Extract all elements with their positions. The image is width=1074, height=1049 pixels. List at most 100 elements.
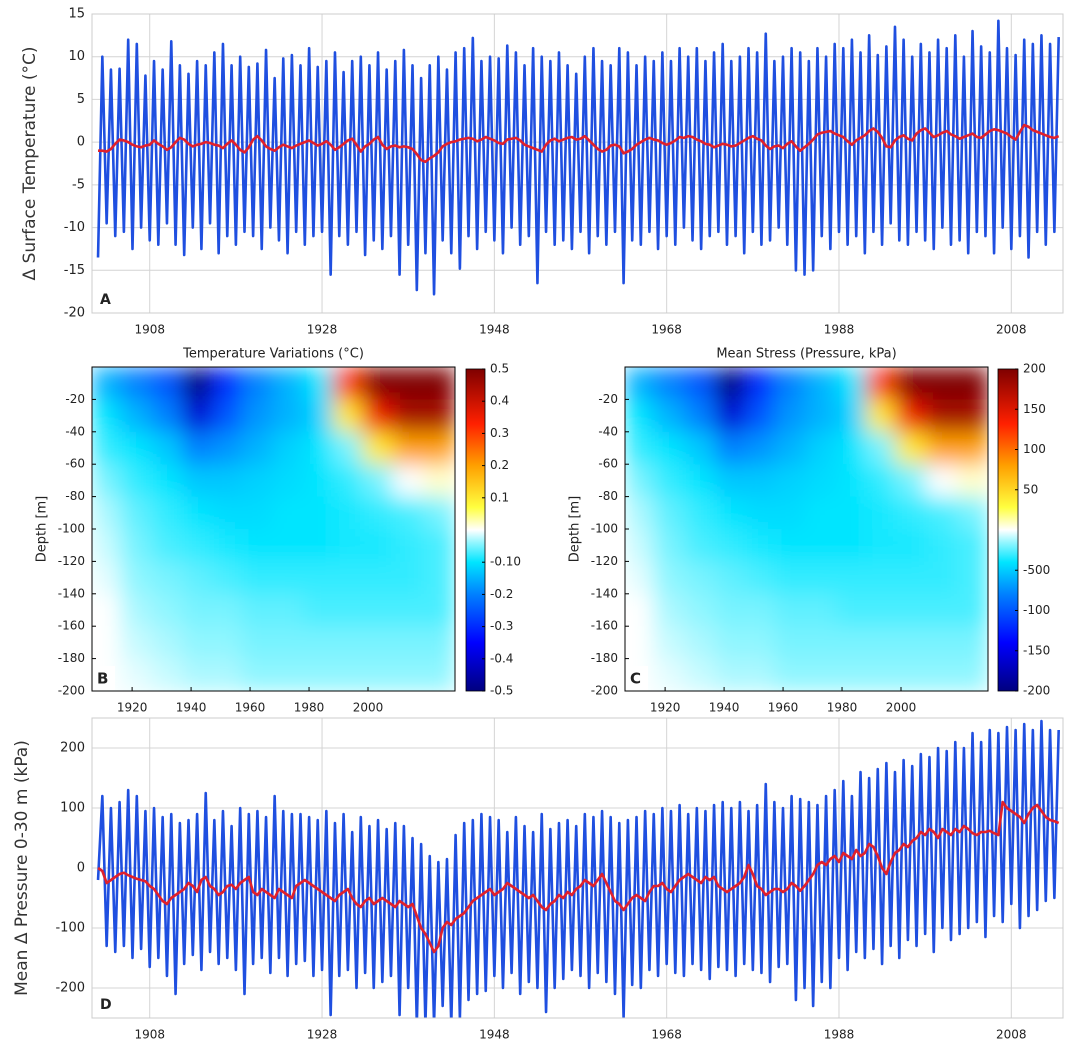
colorbar-tick-label: -0.10 xyxy=(490,555,521,569)
heatmap-cell xyxy=(362,658,394,691)
panel-label: D xyxy=(100,997,112,1013)
heatmap-cell xyxy=(653,529,685,562)
heatmap-cell xyxy=(332,464,363,498)
heatmap-cell xyxy=(424,626,455,660)
heatmap-cell xyxy=(424,367,455,400)
heatmap-cell xyxy=(332,626,363,660)
heatmap-cell xyxy=(332,529,363,562)
heatmap-cell xyxy=(303,593,334,627)
x-tick-label: 1988 xyxy=(824,323,855,337)
heatmap-cell xyxy=(393,464,425,498)
heatmap-cell xyxy=(715,593,746,627)
x-tick-label: 1908 xyxy=(134,1028,165,1042)
data-line xyxy=(98,123,1060,164)
heatmap-cell xyxy=(424,496,455,530)
heatmap-cell xyxy=(957,593,988,627)
heatmap-cell xyxy=(865,496,896,530)
heatmap-cell xyxy=(836,658,867,691)
y-tick-label: -40 xyxy=(65,424,85,438)
heatmap-cell xyxy=(303,464,334,498)
heatmap-cell xyxy=(182,431,213,465)
heatmap-cell xyxy=(774,529,806,562)
x-tick-label: 2000 xyxy=(886,701,917,715)
heatmap-cell xyxy=(362,529,394,562)
heatmap-cell xyxy=(332,496,363,530)
colorbar-tick-label: -200 xyxy=(1023,684,1050,698)
heatmap-cell xyxy=(957,464,988,498)
y-tick-label: -180 xyxy=(591,651,618,665)
y-tick-label: -5 xyxy=(72,177,85,192)
heatmap-cell xyxy=(272,399,304,433)
heatmap-cell xyxy=(684,626,716,660)
heatmap-cell xyxy=(715,464,746,498)
heatmap-cell xyxy=(120,496,152,530)
heatmap-cell xyxy=(836,464,867,498)
heatmap-cell xyxy=(926,561,958,595)
x-tick-label: 1928 xyxy=(307,323,338,337)
heatmap-cell xyxy=(805,593,837,627)
x-tick-label: 1968 xyxy=(651,1028,682,1042)
data-line xyxy=(96,19,1060,296)
heatmap-cell xyxy=(715,561,746,595)
heatmap-cell xyxy=(424,593,455,627)
chart-title: Temperature Variations (°C) xyxy=(182,347,364,362)
heatmap-cell xyxy=(926,367,958,400)
heatmap-cell xyxy=(182,367,213,400)
heatmap-cell xyxy=(865,399,896,433)
heatmap-cell xyxy=(92,367,121,400)
heatmap-cell xyxy=(151,561,183,595)
heatmap-cell xyxy=(120,626,152,660)
data-line xyxy=(96,719,1060,1018)
x-tick-label: 1920 xyxy=(650,701,681,715)
heatmap-cell xyxy=(120,593,152,627)
panel-label: A xyxy=(100,292,111,308)
x-tick-label: 1948 xyxy=(479,323,510,337)
heatmap-cell xyxy=(865,593,896,627)
y-tick-label: -180 xyxy=(58,651,85,665)
heatmap-cell xyxy=(895,529,927,562)
heatmap-cell xyxy=(653,431,685,465)
heatmap-cell xyxy=(957,529,988,562)
heatmap-cell xyxy=(303,431,334,465)
heatmap-cell xyxy=(684,464,716,498)
heatmap-cell xyxy=(805,496,837,530)
colorbar-tick-label: 0.2 xyxy=(490,458,509,472)
y-tick-label: -160 xyxy=(591,619,618,633)
heatmap-cell xyxy=(303,529,334,562)
heatmap-cell xyxy=(805,431,837,465)
heatmap-cell xyxy=(684,658,716,691)
heatmap-cell xyxy=(744,658,775,691)
y-axis-label: Mean Δ Pressure 0-30 m (kPa) xyxy=(12,740,32,996)
heatmap-cell xyxy=(744,399,775,433)
colorbar-tick-label: 0.3 xyxy=(490,426,509,440)
heatmap-cell xyxy=(895,626,927,660)
heatmap-cell xyxy=(151,431,183,465)
heatmap-cell xyxy=(303,561,334,595)
heatmap-cell xyxy=(865,529,896,562)
heatmap-cell xyxy=(303,658,334,691)
heatmap-cell xyxy=(715,496,746,530)
y-tick-label: -200 xyxy=(55,981,85,996)
heatmap-cell xyxy=(744,367,775,400)
heatmap-cell xyxy=(332,399,363,433)
heatmap-cell xyxy=(211,626,242,660)
heatmap-cell xyxy=(926,464,958,498)
heatmap-cell xyxy=(895,561,927,595)
heatmap-cell xyxy=(625,561,654,595)
plot-frame xyxy=(91,13,1064,314)
heatmap-cell xyxy=(774,464,806,498)
heatmap-cell xyxy=(957,496,988,530)
heatmap-cell xyxy=(241,431,273,465)
heatmap-cell xyxy=(393,367,425,400)
heatmap-cell xyxy=(625,399,654,433)
heatmap-cell xyxy=(895,367,927,400)
heatmap-cell xyxy=(744,464,775,498)
heatmap-cell xyxy=(211,464,242,498)
heatmap-cell xyxy=(120,431,152,465)
colorbar-tick-label: 150 xyxy=(1023,402,1046,416)
heatmap-cell xyxy=(653,367,685,400)
panel-label: B xyxy=(97,670,108,688)
heatmap-cell xyxy=(836,399,867,433)
colorbar-tick-label: -500 xyxy=(1023,563,1050,577)
plot-frame xyxy=(91,366,456,692)
